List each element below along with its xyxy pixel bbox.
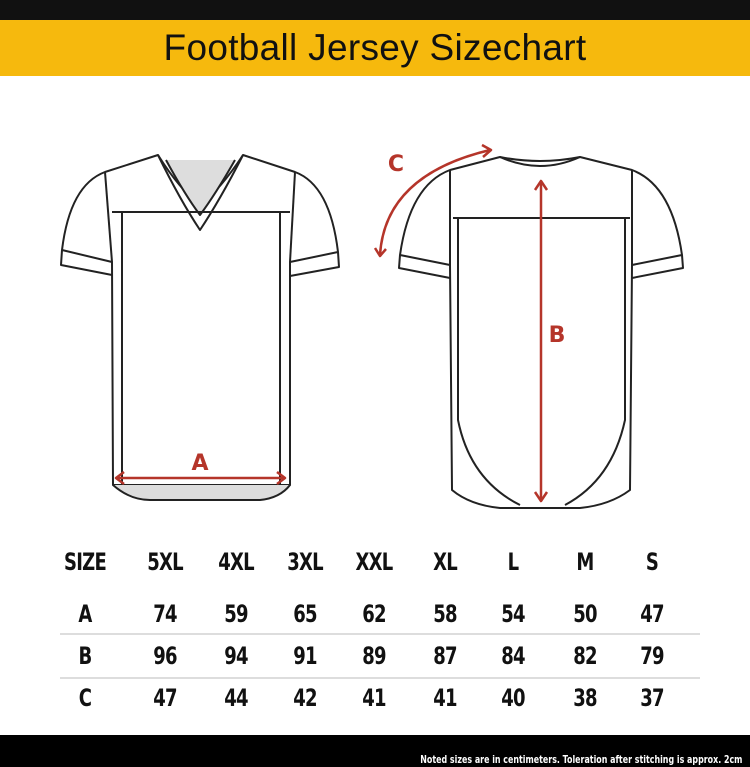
cell-text: XXL	[355, 548, 394, 576]
jersey-illustrations: A B C	[60, 143, 684, 509]
cell-text: M	[576, 548, 594, 576]
table-cell: 40	[497, 684, 528, 712]
page-title: Football Jersey Sizechart	[163, 27, 587, 68]
table-cell: A	[76, 600, 94, 628]
table-cell: 94	[220, 642, 251, 670]
footer-bar: Noted sizes are in centimeters. Tolerati…	[0, 735, 750, 767]
table-cell: 50	[569, 600, 600, 628]
table-header-cell: L	[506, 548, 520, 576]
jersey-front	[60, 154, 340, 501]
table-header-cell: 3XL	[281, 548, 329, 576]
table-cell: 42	[289, 684, 320, 712]
cell-text: 54	[501, 600, 525, 628]
cell-text: 47	[640, 600, 664, 628]
cell-text: 42	[293, 684, 317, 712]
cell-text: B	[78, 642, 93, 670]
cell-text: 4XL	[218, 548, 254, 576]
table-cell: 47	[636, 600, 667, 628]
cell-text: 59	[224, 600, 248, 628]
cell-text: 87	[433, 642, 457, 670]
table-header-cell: XL	[429, 548, 461, 576]
cell-text: 50	[573, 600, 597, 628]
cell-text: 40	[501, 684, 525, 712]
cell-text: 58	[433, 600, 457, 628]
table-cell: 91	[289, 642, 320, 670]
cell-text: S	[645, 548, 659, 576]
cell-text: C	[78, 684, 92, 712]
cell-text: 5XL	[147, 548, 183, 576]
cell-text: 65	[293, 600, 317, 628]
cell-text: 62	[362, 600, 386, 628]
table-cell: 96	[149, 642, 180, 670]
cell-text: 44	[224, 684, 248, 712]
cell-text: A	[78, 600, 92, 628]
table-cell: 54	[497, 600, 528, 628]
table-header-cell: 5XL	[141, 548, 189, 576]
cell-text: 84	[501, 642, 525, 670]
cell-text: 47	[153, 684, 177, 712]
cell-text: 79	[640, 642, 664, 670]
cell-text: 89	[362, 642, 386, 670]
title-banner: Football Jersey Sizechart	[0, 20, 750, 76]
row-divider	[60, 677, 700, 679]
table-cell: 41	[429, 684, 460, 712]
table-cell: 37	[636, 684, 667, 712]
cell-text: 74	[153, 600, 177, 628]
label-a: A	[191, 451, 208, 476]
table-cell: 84	[497, 642, 528, 670]
measurement-arrows	[114, 143, 549, 503]
cell-text: XL	[433, 548, 458, 576]
table-cell: 38	[569, 684, 600, 712]
table-cell: 58	[429, 600, 460, 628]
cell-text: 96	[153, 642, 177, 670]
table-cell: B	[76, 642, 93, 670]
arrow-c	[378, 148, 491, 256]
table-header-cell: XXL	[349, 548, 398, 576]
cell-text: 41	[433, 684, 457, 712]
cell-text: 91	[293, 642, 317, 670]
cell-text: 94	[224, 642, 248, 670]
label-b: B	[549, 323, 566, 348]
row-divider	[60, 633, 700, 635]
cell-text: 37	[640, 684, 664, 712]
table-cell: 65	[289, 600, 320, 628]
cell-text: 38	[573, 684, 597, 712]
cell-text: L	[507, 548, 519, 576]
cell-text: 3XL	[287, 548, 323, 576]
cell-text: SIZE	[63, 548, 107, 576]
cell-text: 41	[362, 684, 386, 712]
table-cell: 44	[220, 684, 251, 712]
table-cell: 59	[220, 600, 251, 628]
table-header-cell: 4XL	[212, 548, 260, 576]
table-cell: 87	[429, 642, 460, 670]
footer-note: Noted sizes are in centimeters. Tolerati…	[419, 753, 742, 766]
table-header-cell: SIZE	[57, 548, 113, 576]
table-cell: 89	[358, 642, 389, 670]
table-cell: 82	[569, 642, 600, 670]
table-cell: 79	[636, 642, 667, 670]
top-bar	[0, 0, 750, 20]
table-cell: 47	[149, 684, 180, 712]
table-header-cell: M	[574, 548, 597, 576]
table-header-cell: S	[644, 548, 660, 576]
table-cell: C	[77, 684, 94, 712]
label-c: C	[388, 152, 404, 177]
table-cell: 62	[358, 600, 389, 628]
table-cell: 74	[149, 600, 180, 628]
table-cell: 41	[358, 684, 389, 712]
cell-text: 82	[573, 642, 597, 670]
